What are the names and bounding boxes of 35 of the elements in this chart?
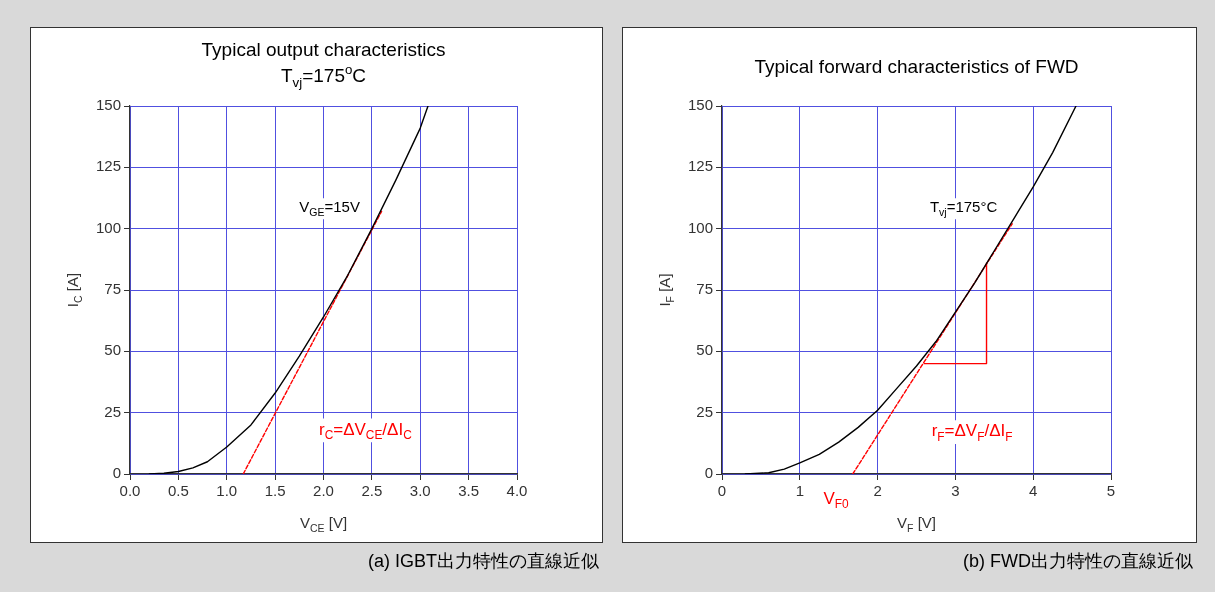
y-tick-label: 75 <box>696 280 714 298</box>
x-tick-label: 2 <box>873 482 882 500</box>
x-tick-label: 0.5 <box>167 482 189 500</box>
y-tick-label: 100 <box>96 218 122 236</box>
y-tick-label: 75 <box>104 280 122 298</box>
x-tick-label: 2.5 <box>361 482 383 500</box>
y-tick-label: 50 <box>696 341 714 359</box>
x-tick-label: 0.0 <box>119 482 141 500</box>
x-tick-label: 0 <box>717 482 727 500</box>
x-tick-label: 4 <box>1029 482 1038 500</box>
chart-title: Typical forward characteristics of FWD <box>754 56 1079 77</box>
y-tick-label: 50 <box>104 341 122 359</box>
x-tick-label: 1 <box>795 482 804 500</box>
text: (b) FWD出力特性の直線近似 <box>962 550 1194 573</box>
text: (a) IGBT出力特性の直線近似 <box>367 550 600 573</box>
y-tick-label: 150 <box>96 96 122 114</box>
x-tick-label: 5 <box>1106 482 1116 500</box>
y-tick-label: 125 <box>688 157 714 175</box>
y-tick-label: 125 <box>96 157 122 175</box>
x-tick-label: 1.0 <box>216 482 238 500</box>
y-tick-label: 150 <box>688 96 714 114</box>
y-axis-title: IF [A] <box>656 273 676 307</box>
y-tick-label: 25 <box>696 402 714 420</box>
x-tick-label: 2.0 <box>313 482 334 500</box>
y-tick-label: 0 <box>704 464 714 482</box>
x-tick-label: 3 <box>951 482 960 500</box>
x-tick-label: 4.0 <box>506 482 528 500</box>
y-tick-label: 100 <box>688 218 714 236</box>
x-tick-label: 3.0 <box>409 482 431 500</box>
chart-title: Typical output characteristics <box>201 39 446 60</box>
y-tick-label: 0 <box>112 464 122 482</box>
y-axis-title: IC [A] <box>64 272 84 308</box>
x-tick-label: 3.5 <box>458 482 480 500</box>
y-tick-label: 25 <box>104 402 122 420</box>
x-tick-label: 1.5 <box>264 482 286 500</box>
